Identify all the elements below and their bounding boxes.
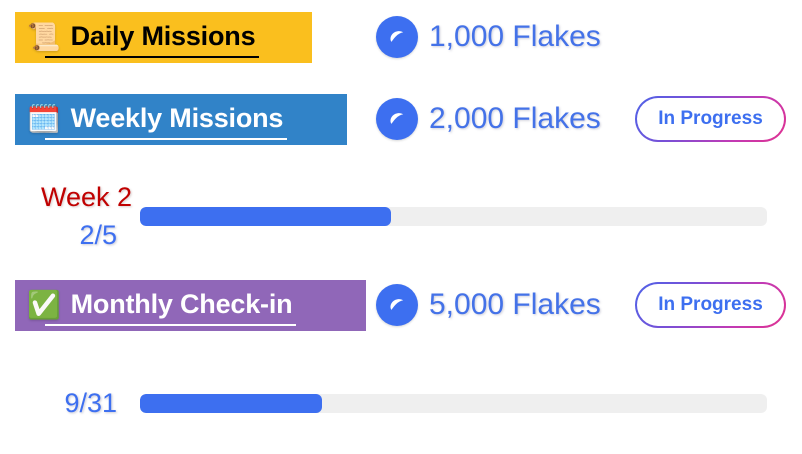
weekly-progress-bar [140,207,767,226]
reward-daily: 1,000 Flakes [376,14,601,60]
mission-badge-weekly[interactable]: 🗓️ Weekly Missions [15,94,347,145]
monthly-progress-bar [140,394,767,413]
reward-amount-daily: 1,000 Flakes [429,20,601,53]
calendar-icon: 🗓️ [27,104,61,134]
mission-badge-daily[interactable]: 📜 Daily Missions [15,12,312,63]
flake-icon [376,98,418,140]
monthly-progress-count: 9/31 [64,388,117,418]
status-badge-label: In Progress [658,294,763,315]
weekly-period-label: Week 2 [40,182,132,212]
reward-amount-monthly: 5,000 Flakes [429,288,601,321]
weekly-progress-fill [140,207,391,226]
reward-amount-weekly: 2,000 Flakes [429,102,601,135]
mission-title-daily: Daily Missions [44,21,260,58]
reward-monthly: 5,000 Flakes [376,282,601,328]
monthly-progress-fill [140,394,322,413]
mission-badge-monthly[interactable]: ✅ Monthly Check-in [15,280,366,331]
scroll-icon: 📜 [27,22,61,52]
status-badge-inner: In Progress [637,98,784,140]
status-badge-monthly[interactable]: In Progress [635,282,786,328]
check-box-icon: ✅ [27,290,61,320]
weekly-progress-count: 2/5 [79,220,117,250]
mission-title-weekly: Weekly Missions [44,103,287,140]
mission-title-monthly: Monthly Check-in [44,289,297,326]
reward-weekly: 2,000 Flakes [376,96,601,142]
status-badge-weekly[interactable]: In Progress [635,96,786,142]
flake-icon [376,284,418,326]
status-badge-label: In Progress [658,108,763,129]
status-badge-inner: In Progress [637,284,784,326]
flake-icon [376,16,418,58]
